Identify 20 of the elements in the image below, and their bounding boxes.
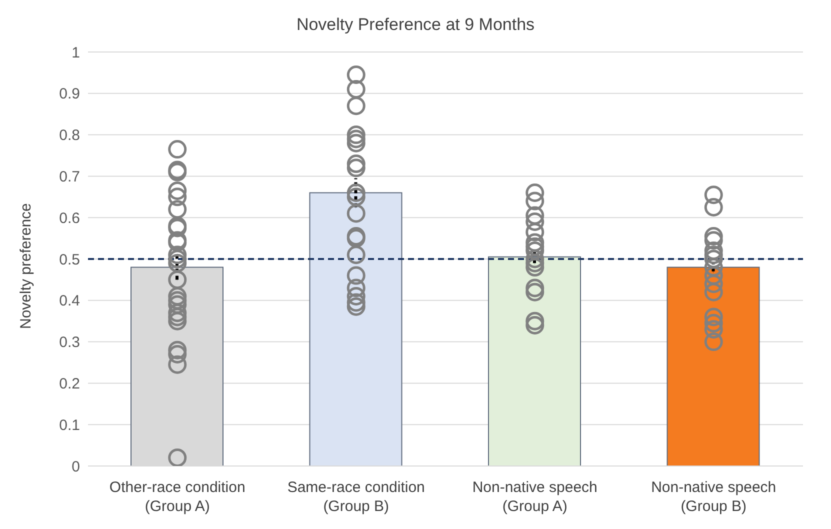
x-tick-label: Other-race condition (Group A)	[109, 479, 246, 515]
y-tick-label: 1	[72, 44, 80, 62]
x-tick-label: Non-native speech (Group A)	[472, 479, 598, 515]
y-tick-label: 0.5	[59, 251, 80, 268]
y-tick-label: 0.2	[59, 376, 80, 393]
x-tick-label: Same-race condition (Group B)	[287, 479, 425, 515]
y-axis-title: Novelty preference	[17, 203, 34, 329]
chart-title: Novelty Preference at 9 Months	[295, 14, 536, 36]
y-tick-label: 0.7	[59, 168, 80, 186]
x-tick-label: Non-native speech (Group B)	[651, 479, 776, 515]
bar	[309, 192, 402, 466]
y-tick-label: 0.3	[59, 334, 80, 352]
y-tick-label: 0	[72, 458, 80, 476]
y-tick-label: 0.9	[59, 86, 80, 103]
y-tick-label: 0.4	[59, 292, 80, 310]
bar	[488, 256, 581, 466]
y-tick-label: 0.6	[59, 210, 80, 227]
y-tick-label: 0.1	[59, 416, 80, 434]
y-tick-label: 0.8	[59, 127, 80, 144]
bar	[666, 266, 760, 466]
